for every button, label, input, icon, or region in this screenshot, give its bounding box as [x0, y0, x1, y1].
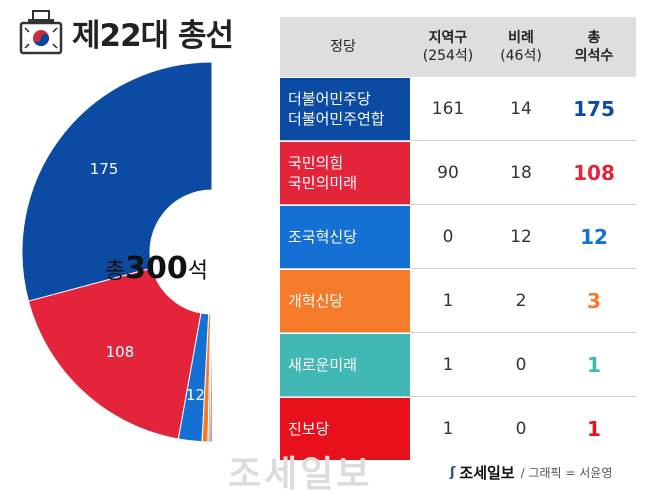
party-cell: 더불어민주당 더불어민주연합 — [280, 77, 410, 140]
party-cell: 국민의힘 국민의미래 — [280, 141, 410, 204]
party-name: 진보당 — [288, 419, 330, 438]
district-seats: 1 — [442, 354, 454, 375]
table-row: 새로운미래 1 0 1 — [280, 333, 636, 397]
total-seats: 108 — [573, 160, 615, 185]
party-name-2: 더불어민주연합 — [288, 109, 385, 128]
party-name: 새로운미래 — [288, 355, 358, 374]
party-cell: 조국혁신당 — [280, 205, 410, 268]
slice-value-label: 108 — [106, 343, 135, 361]
proportional-seats: 18 — [510, 162, 532, 183]
page-title: 제22대 총선 — [72, 17, 234, 54]
proportional-seats: 2 — [515, 290, 527, 311]
header-district-sub: (254석) — [422, 48, 474, 64]
header-proportional-sub: (46석) — [500, 48, 542, 64]
table-header-row: 정당 지역구 (254석) 비례 (46석) 총 의석수 — [280, 17, 636, 77]
total-seats: 12 — [580, 224, 608, 249]
party-cell: 새로운미래 — [280, 333, 410, 396]
header-total-sub: 의석수 — [574, 48, 614, 64]
total-seats-label: 총300석 — [105, 251, 208, 286]
total-seats: 175 — [573, 96, 615, 121]
total-number: 300 — [125, 251, 188, 286]
page-title-block: 제22대 총선 — [18, 6, 234, 58]
header-district-label: 지역구 — [428, 30, 468, 46]
district-seats: 1 — [442, 418, 454, 439]
publisher-name: 조세일보 — [459, 464, 515, 482]
table-row: 개혁신당 1 2 3 — [280, 269, 636, 333]
footer: ʃ 조세일보 / 그래픽 = 서윤영 — [450, 462, 612, 483]
district-seats: 90 — [437, 162, 459, 183]
header-party: 정당 — [330, 39, 356, 55]
slice-value-label: 12 — [186, 386, 205, 404]
seat-half-donut-chart: 175 108 12 총300석 — [21, 61, 213, 443]
header-total: 총 의석수 — [552, 29, 636, 65]
header-district: 지역구 (254석) — [406, 29, 490, 65]
table-row: 더불어민주당 더불어민주연합 161 14 175 — [280, 77, 636, 141]
header-total-label: 총 — [587, 30, 601, 46]
party-cell: 진보당 — [280, 397, 410, 460]
donut-slice — [27, 267, 202, 440]
district-seats: 161 — [431, 98, 465, 119]
proportional-seats: 0 — [515, 354, 527, 375]
table-row: 조국혁신당 0 12 12 — [280, 205, 636, 269]
party-name-2: 국민의미래 — [288, 173, 358, 192]
table-row: 진보당 1 0 1 — [280, 397, 636, 460]
total-seats: 1 — [587, 416, 601, 441]
total-prefix: 총 — [105, 259, 125, 284]
proportional-seats: 12 — [510, 226, 532, 247]
total-suffix: 석 — [188, 259, 208, 284]
graphic-credit: / 그래픽 = 서윤영 — [520, 466, 613, 480]
slice-value-label: 175 — [90, 160, 119, 178]
ballot-box-flag-icon — [18, 9, 64, 55]
total-seats: 1 — [587, 352, 601, 377]
proportional-seats: 0 — [515, 418, 527, 439]
party-name: 국민의힘 — [288, 153, 344, 172]
party-name: 더불어민주당 — [288, 89, 371, 108]
header-proportional-label: 비례 — [508, 30, 534, 46]
table-row: 국민의힘 국민의미래 90 18 108 — [280, 141, 636, 205]
district-seats: 0 — [442, 226, 454, 247]
district-seats: 1 — [442, 290, 454, 311]
donut-slice — [21, 61, 213, 302]
party-name: 조국혁신당 — [288, 227, 358, 246]
donut-slice — [209, 313, 213, 443]
seat-table: 정당 지역구 (254석) 비례 (46석) 총 의석수 더불어민주당 더불어민… — [280, 17, 636, 460]
header-proportional: 비례 (46석) — [490, 29, 552, 65]
party-name: 개혁신당 — [288, 291, 344, 310]
watermark: 조세일보 — [228, 454, 373, 495]
party-cell: 개혁신당 — [280, 269, 410, 332]
publisher-logo-icon: ʃ — [450, 465, 456, 480]
total-seats: 3 — [587, 288, 601, 313]
proportional-seats: 14 — [510, 98, 532, 119]
